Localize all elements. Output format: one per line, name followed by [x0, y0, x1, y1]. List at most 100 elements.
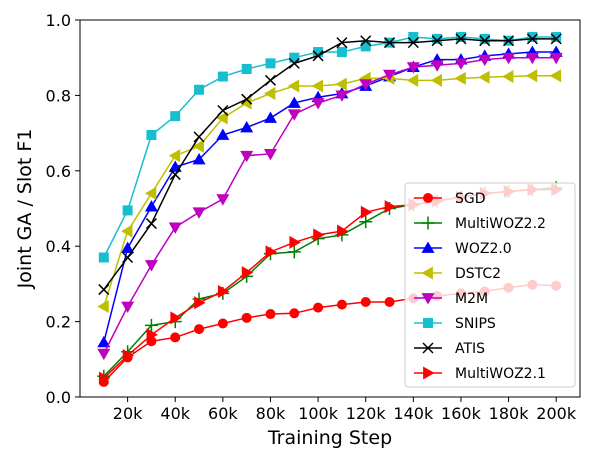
data-point — [122, 205, 133, 216]
x-tick-label: 140k — [393, 404, 434, 423]
data-point — [170, 111, 181, 122]
data-point — [551, 31, 562, 42]
data-point — [241, 312, 252, 323]
data-point — [455, 31, 466, 42]
data-point — [527, 31, 538, 42]
legend-label: MultiWOZ2.2 — [455, 216, 546, 232]
data-point — [170, 311, 182, 325]
data-point — [146, 328, 158, 342]
data-point — [144, 186, 157, 200]
data-point — [144, 260, 158, 272]
legend-marker — [423, 193, 433, 203]
data-point — [384, 296, 395, 307]
y-tick-label: 0.2 — [46, 313, 71, 332]
data-point — [98, 252, 109, 263]
data-point — [525, 69, 538, 83]
legend-label: ATIS — [455, 341, 485, 357]
data-point — [289, 235, 301, 249]
data-point — [216, 111, 228, 125]
data-point — [383, 37, 396, 49]
y-tick-label: 1.0 — [46, 11, 71, 30]
data-point — [240, 150, 254, 163]
data-point — [97, 335, 111, 348]
x-tick-label: 180k — [489, 404, 530, 423]
data-point — [335, 77, 347, 91]
data-point — [169, 169, 181, 181]
data-point — [263, 87, 276, 101]
data-point — [265, 58, 276, 69]
legend-item-m2m: M2M — [414, 291, 488, 307]
legend-marker — [421, 216, 435, 230]
data-point — [478, 54, 492, 67]
legend-item-sgd: SGD — [414, 191, 486, 207]
data-point — [264, 74, 277, 86]
data-point — [526, 33, 538, 45]
data-point — [408, 31, 419, 42]
legend-marker — [421, 241, 435, 253]
data-point — [192, 207, 206, 219]
y-tick-label: 0.8 — [46, 86, 71, 105]
data-point — [384, 200, 397, 214]
data-point — [122, 251, 134, 264]
data-point — [312, 50, 324, 62]
data-point — [431, 35, 443, 47]
data-point — [241, 93, 253, 105]
data-point — [360, 205, 373, 219]
legend-label: M2M — [455, 291, 488, 307]
data-point — [359, 215, 373, 229]
data-point — [241, 266, 254, 280]
data-point — [98, 371, 111, 385]
data-point — [406, 73, 419, 87]
data-point — [313, 302, 324, 313]
legend-item-multiwoz2-2: MultiWOZ2.2 — [414, 216, 546, 232]
x-tick-label: 200k — [536, 404, 577, 423]
legend-label: WOZ2.0 — [455, 241, 512, 257]
data-point — [146, 129, 157, 140]
data-point — [289, 308, 300, 319]
data-point — [192, 152, 206, 165]
data-point — [263, 148, 277, 161]
y-tick-label: 0.6 — [46, 162, 71, 181]
data-point — [313, 228, 325, 242]
x-axis-title: Training Step — [267, 427, 392, 449]
data-point — [337, 224, 349, 238]
data-point — [455, 33, 467, 45]
data-point — [549, 52, 563, 65]
data-point — [145, 218, 157, 230]
data-point — [454, 71, 466, 85]
y-tick-label: 0.4 — [46, 237, 71, 256]
data-point — [144, 200, 158, 212]
data-point — [97, 348, 111, 361]
data-point — [289, 52, 300, 63]
x-tick-label: 100k — [298, 404, 339, 423]
data-point — [263, 111, 277, 123]
legend-label: SGD — [455, 191, 486, 207]
data-point — [478, 70, 490, 84]
legend-label: SNIPS — [455, 316, 496, 332]
legend-marker — [423, 318, 433, 328]
y-axis-title: Joint GA / Slot F1 — [14, 129, 36, 290]
data-point — [168, 149, 181, 163]
x-tick-label: 40k — [160, 404, 190, 423]
legend-item-dstc2: DSTC2 — [414, 266, 501, 282]
x-tick-label: 60k — [208, 404, 238, 423]
data-point — [288, 57, 300, 69]
data-point — [194, 84, 205, 95]
x-tick-label: 120k — [346, 404, 387, 423]
series-m2m — [97, 52, 563, 361]
data-point — [287, 245, 301, 259]
data-point — [240, 120, 254, 133]
data-point — [432, 33, 443, 44]
series-atis — [98, 33, 562, 296]
data-point — [216, 194, 230, 206]
legend-marker — [421, 266, 433, 280]
legend-marker — [421, 293, 435, 305]
data-point — [217, 284, 230, 298]
data-point — [479, 35, 491, 47]
data-point — [192, 139, 204, 153]
data-point — [193, 131, 205, 143]
data-point — [454, 58, 468, 70]
data-point — [122, 349, 135, 363]
data-point — [265, 309, 276, 320]
